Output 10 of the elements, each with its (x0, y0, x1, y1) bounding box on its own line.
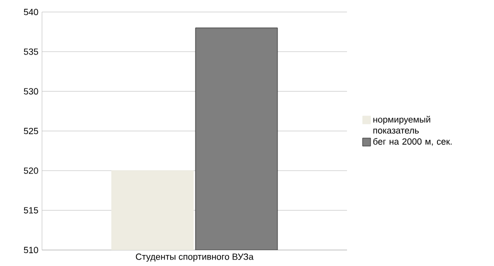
y-tick-label: 510 (24, 246, 38, 254)
legend-label: бег на 2000 м, сек. (373, 138, 452, 146)
y-tick-label: 515 (24, 207, 38, 214)
y-tick-label: 540 (24, 8, 38, 16)
y-tick-label: 520 (24, 167, 38, 174)
y-tick-label: 535 (24, 48, 38, 55)
y-tick-label: 530 (24, 88, 38, 95)
x-tick-label: Студенты спортивного ВУЗа (136, 254, 254, 262)
legend-label: нормируемый показатель (373, 116, 430, 134)
y-tick-label: 525 (24, 128, 38, 134)
